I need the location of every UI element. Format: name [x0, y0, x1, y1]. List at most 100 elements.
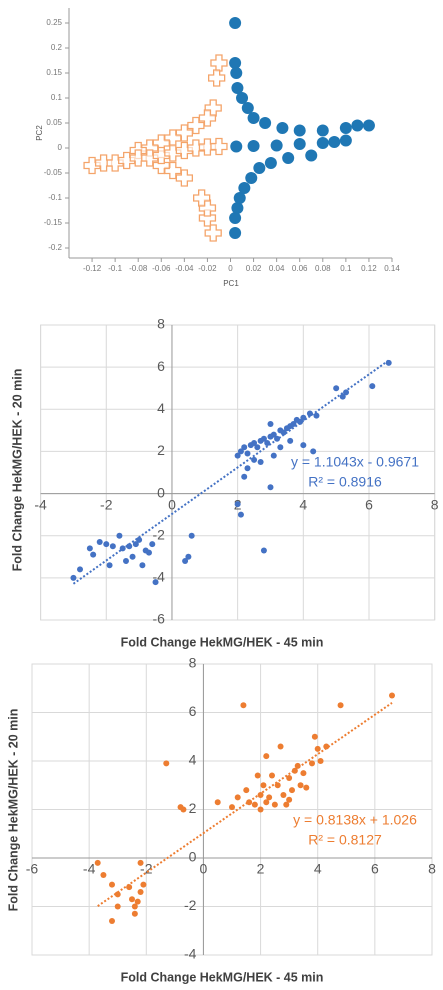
point [339, 122, 352, 134]
point [306, 410, 313, 417]
point [280, 429, 287, 436]
point [297, 782, 304, 789]
point [277, 743, 284, 750]
point [241, 444, 248, 451]
point [116, 532, 123, 539]
point [251, 456, 258, 463]
trendline [97, 702, 393, 907]
point [131, 910, 138, 917]
point [270, 139, 283, 152]
x-tick-label: -0.06 [152, 264, 171, 273]
point [131, 903, 138, 910]
y-tick-label: 0.15 [46, 68, 62, 77]
point [70, 574, 77, 581]
point [259, 117, 272, 129]
x-tick-label: 0.06 [292, 264, 308, 273]
x-tick-label: 2 [257, 861, 265, 877]
point [289, 787, 295, 794]
point [328, 136, 341, 148]
y-tick-label: 6 [189, 703, 197, 719]
x-tick-label: 0 [168, 496, 176, 512]
point [362, 119, 375, 132]
point [333, 385, 340, 392]
x-tick-label: 6 [371, 861, 379, 877]
point [245, 172, 258, 184]
point [237, 511, 244, 518]
x-tick-label: 8 [431, 496, 439, 512]
y-tick-label: 0.2 [51, 43, 63, 52]
y-tick-label: 0 [189, 849, 197, 865]
point [286, 774, 293, 781]
point [129, 553, 136, 560]
point [139, 562, 146, 569]
point [271, 801, 278, 808]
x-tick-label: 0 [228, 264, 233, 273]
point [182, 558, 189, 564]
point [149, 541, 156, 548]
y-axis-title: Fold Change HekMG/HEK - 20 min [10, 369, 24, 572]
point [234, 452, 241, 459]
point [214, 799, 221, 806]
point [343, 389, 350, 396]
point [229, 212, 242, 224]
point [257, 791, 264, 798]
point [198, 109, 217, 127]
point [269, 772, 275, 779]
point [187, 116, 205, 135]
point [241, 473, 248, 480]
point [311, 733, 318, 740]
y-tick-label: -2 [153, 526, 166, 542]
x-axis-title: Fold Change HekMG/HEK - 45 min [121, 635, 324, 649]
point [229, 17, 242, 29]
x-tick-label: 0 [200, 861, 208, 877]
y-tick-label: -0.1 [48, 193, 62, 202]
point [188, 532, 195, 539]
y-tick-label: 6 [157, 358, 165, 374]
point [263, 753, 270, 760]
point [90, 551, 97, 558]
point [230, 67, 243, 79]
point [126, 543, 133, 550]
point [240, 702, 247, 709]
point [310, 448, 317, 455]
point [351, 119, 364, 132]
y-tick-label: 4 [157, 400, 165, 416]
point [244, 450, 251, 457]
point [236, 92, 249, 104]
point [314, 745, 321, 752]
x-tick-label: 0.02 [246, 264, 262, 273]
x-tick-label: -0.1 [108, 264, 122, 273]
point [106, 562, 113, 569]
point [264, 440, 271, 446]
trendline [72, 359, 390, 585]
point [303, 784, 310, 791]
point [204, 99, 222, 117]
point [251, 440, 258, 446]
point [300, 442, 307, 449]
point [244, 465, 251, 472]
point [257, 458, 264, 465]
point [114, 891, 121, 898]
point [266, 794, 273, 801]
point [233, 192, 246, 204]
point [309, 760, 315, 767]
point [282, 152, 295, 164]
point [339, 134, 352, 147]
r-squared: R² = 0.8916 [308, 474, 382, 490]
y-tick-label: 0.05 [46, 118, 62, 127]
point [122, 558, 129, 564]
point [137, 888, 144, 895]
point [210, 137, 228, 156]
x-tick-label: -0.04 [175, 264, 194, 273]
point [140, 881, 147, 888]
point [286, 796, 293, 803]
x-tick-label: -0.08 [129, 264, 148, 273]
point [263, 799, 270, 806]
point [254, 772, 261, 779]
point [247, 112, 260, 124]
point [300, 770, 307, 777]
x-tick-label: -4 [83, 861, 96, 877]
point [109, 881, 115, 888]
